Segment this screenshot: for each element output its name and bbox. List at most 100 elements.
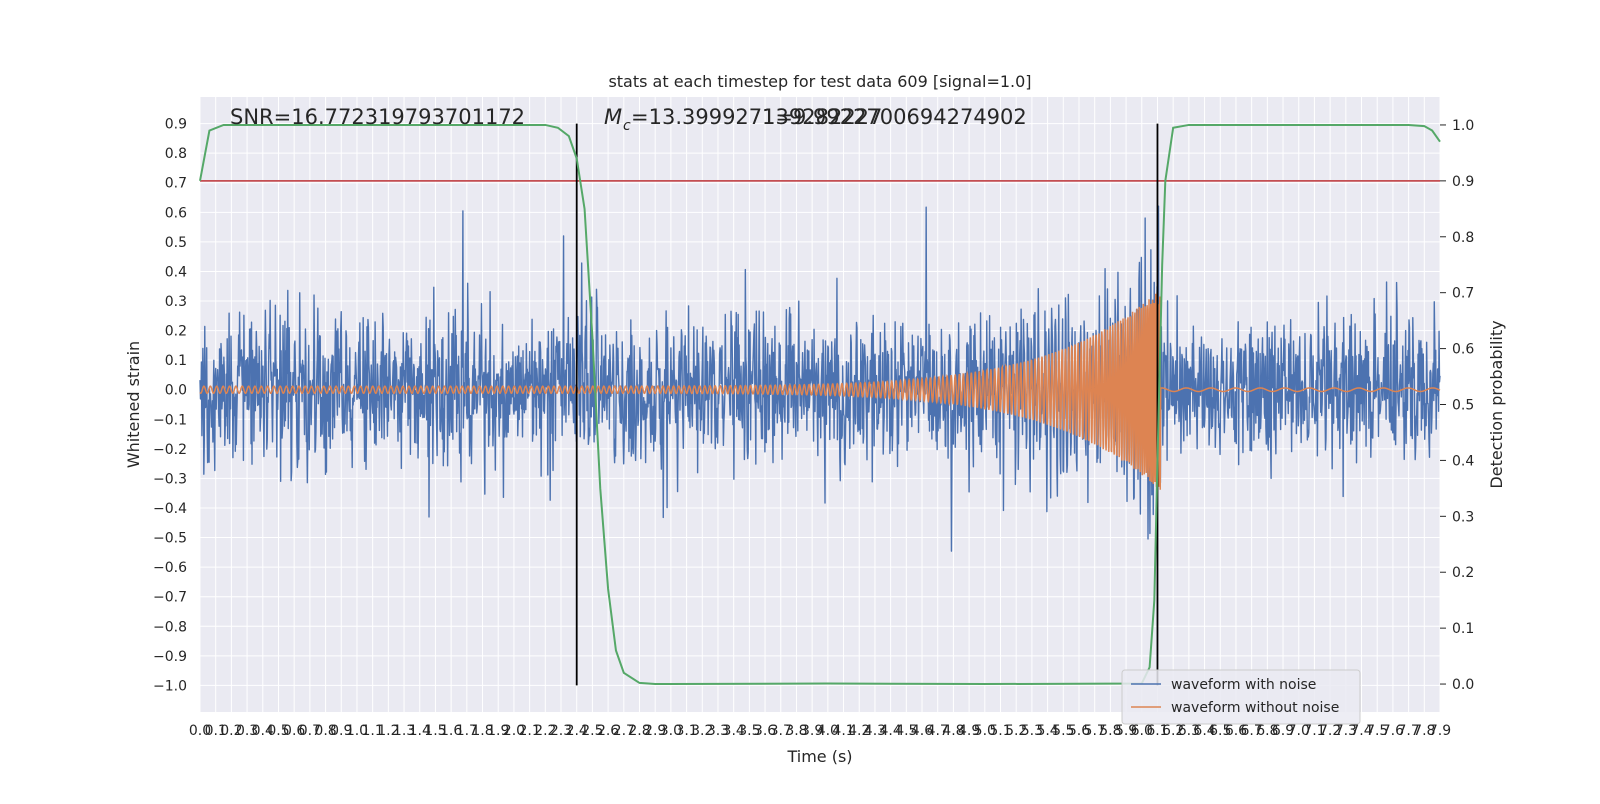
x-tick-label: 0.4 — [252, 723, 274, 739]
x-tick-label: 3.1 — [675, 723, 697, 739]
x-tick-label: 2.2 — [534, 723, 556, 739]
x-tick-label: 4.5 — [895, 723, 917, 739]
x-tick-label: 3.7 — [770, 723, 792, 739]
y2-tick-label: 0.0 — [1452, 677, 1474, 693]
y-tick-label: 0.3 — [165, 294, 187, 310]
y-tick-label: 0.9 — [165, 117, 187, 133]
x-tick-label: 6.2 — [1162, 723, 1184, 739]
y2-tick-label: 1.0 — [1452, 118, 1474, 134]
legend-box — [1121, 669, 1361, 725]
y-tick-label: 0.4 — [165, 264, 187, 280]
overlap-annotation: 1=9.9922700694274902 — [762, 105, 1027, 129]
y2-tick-label: 0.7 — [1452, 286, 1474, 302]
y-tick-label: −0.4 — [153, 501, 187, 517]
x-tick-label: 5.3 — [1021, 723, 1043, 739]
x-tick-label: 7.8 — [1413, 723, 1435, 739]
y-tick-label: 0.7 — [165, 176, 187, 192]
x-tick-label: 1.6 — [440, 723, 462, 739]
mc-subscript: c — [623, 118, 631, 134]
x-tick-label: 1.8 — [471, 723, 493, 739]
y-tick-label: −0.3 — [153, 471, 187, 487]
mc-annotation: =13.399927139282227 — [631, 105, 882, 129]
y2-tick-label: 0.9 — [1452, 174, 1474, 190]
x-tick-label: 2.9 — [644, 723, 666, 739]
x-tick-label: 5.2 — [1005, 723, 1027, 739]
x-tick-label: 1.4 — [409, 723, 431, 739]
x-axis-label: Time (s) — [786, 747, 852, 766]
x-tick-label: 6.6 — [1225, 723, 1247, 739]
y2-tick-label: 0.3 — [1452, 509, 1474, 525]
x-tick-label: 5.8 — [1099, 723, 1121, 739]
mc-symbol: M — [604, 105, 622, 129]
x-tick-label: 5.4 — [1036, 723, 1058, 739]
snr-annotation: SNR=16.772319793701172 — [230, 105, 525, 129]
x-tick-label: 5.6 — [1068, 723, 1090, 739]
x-tick-label: 4.9 — [958, 723, 980, 739]
y-tick-label: −0.5 — [153, 531, 187, 547]
x-tick-label: 4.1 — [832, 723, 854, 739]
x-tick-label: 1.9 — [487, 723, 509, 739]
x-tick-label: 7.5 — [1366, 723, 1388, 739]
x-tick-label: 2.5 — [581, 723, 603, 739]
y-tick-label: −1.0 — [153, 678, 187, 694]
x-tick-label: 7.1 — [1303, 723, 1325, 739]
y2-axis-label: Detection probability — [1487, 320, 1506, 488]
x-tick-label: 1.1 — [362, 723, 384, 739]
x-tick-label: 0.9 — [330, 723, 352, 739]
y-tick-label: 0.5 — [165, 235, 187, 251]
chart-title: stats at each timestep for test data 609… — [608, 72, 1031, 91]
x-tick-label: 4.8 — [942, 723, 964, 739]
x-tick-label: 7.3 — [1335, 723, 1357, 739]
x-tick-label: 0.0 — [189, 723, 211, 739]
y2-tick-label: 0.1 — [1452, 621, 1474, 637]
x-tick-label: 5.0 — [974, 723, 996, 739]
x-tick-label: 0.5 — [267, 723, 289, 739]
y2-tick-label: 0.5 — [1452, 398, 1474, 414]
x-tick-label: 2.1 — [518, 723, 540, 739]
detection-probability-line — [199, 123, 1441, 686]
x-tick-label: 6.0 — [1131, 723, 1153, 739]
x-tick-label: 5.9 — [1115, 723, 1137, 739]
x-tick-label: 3.8 — [785, 723, 807, 739]
x-tick-label: 0.6 — [283, 723, 305, 739]
y-tick-label: −0.6 — [153, 560, 187, 576]
x-tick-label: 3.6 — [754, 723, 776, 739]
x-tick-label: 1.2 — [377, 723, 399, 739]
y-axis-label: Whitened strain — [124, 341, 143, 468]
y-tick-label: −0.8 — [153, 619, 187, 635]
x-tick-label: 3.9 — [801, 723, 823, 739]
x-tick-label: 0.2 — [220, 723, 242, 739]
x-tick-label: 2.4 — [566, 723, 588, 739]
y2-tick-label: 0.4 — [1452, 453, 1474, 469]
y-tick-label: −0.9 — [153, 649, 187, 665]
y2-tick-label: 0.8 — [1452, 230, 1474, 246]
x-tick-label: 7.9 — [1429, 723, 1451, 739]
x-tick-label: 3.0 — [660, 723, 682, 739]
x-tick-label: 0.8 — [314, 723, 336, 739]
x-tick-label: 6.8 — [1256, 723, 1278, 739]
x-tick-label: 6.1 — [1146, 723, 1168, 739]
x-tick-label: 1.5 — [424, 723, 446, 739]
x-tick-label: 7.7 — [1397, 723, 1419, 739]
x-tick-label: 7.6 — [1382, 723, 1404, 739]
x-tick-label: 5.7 — [1084, 723, 1106, 739]
y-tick-label: −0.7 — [153, 590, 187, 606]
x-tick-label: 0.1 — [205, 723, 227, 739]
y2-tick-label: 0.2 — [1452, 565, 1474, 581]
x-tick-label: 2.3 — [550, 723, 572, 739]
x-tick-label: 7.0 — [1288, 723, 1310, 739]
legend-label-with-noise: waveform with noise — [1171, 677, 1316, 693]
x-tick-label: 4.7 — [927, 723, 949, 739]
y-tick-label: 0.6 — [165, 205, 187, 221]
x-tick-label: 2.8 — [628, 723, 650, 739]
x-tick-label: 6.5 — [1209, 723, 1231, 739]
y-tick-label: 0.0 — [165, 383, 187, 399]
legend-label-without-noise: waveform without noise — [1171, 700, 1339, 716]
x-tick-label: 2.6 — [597, 723, 619, 739]
x-tick-label: 4.6 — [911, 723, 933, 739]
x-tick-label: 5.1 — [989, 723, 1011, 739]
x-tick-label: 2.7 — [613, 723, 635, 739]
x-tick-label: 6.3 — [1178, 723, 1200, 739]
x-tick-label: 3.4 — [723, 723, 745, 739]
